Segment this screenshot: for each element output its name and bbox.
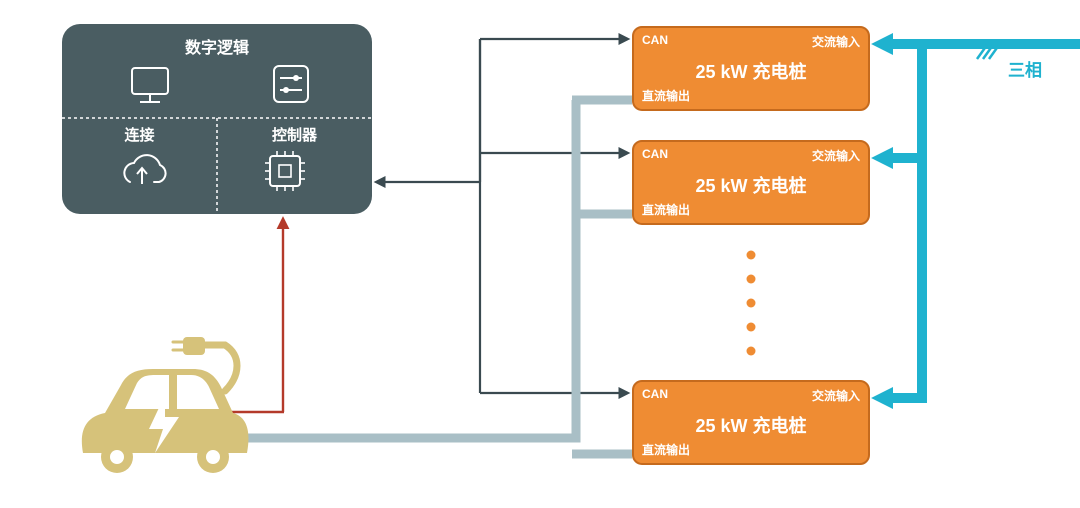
section-title-digital-logic: 数字逻辑 bbox=[62, 34, 372, 58]
three-phase-label: 三相 bbox=[1008, 56, 1042, 81]
charger-dcout-label: 直流输出 bbox=[642, 441, 690, 458]
charger-main-label: 25 kW 充电桩 bbox=[634, 412, 868, 438]
section-title-connectivity: 连接 bbox=[62, 124, 217, 145]
charger-acin-label: 交流输入 bbox=[812, 33, 860, 50]
charger-module-0: CAN 交流输入 25 kW 充电桩直流输出 bbox=[632, 26, 870, 111]
section-title-controller: 控制器 bbox=[217, 124, 372, 145]
charger-can-label: CAN bbox=[642, 387, 668, 401]
charger-acin-label: 交流输入 bbox=[812, 147, 860, 164]
charger-dcout-label: 直流输出 bbox=[642, 201, 690, 218]
charger-main-label: 25 kW 充电桩 bbox=[634, 58, 868, 84]
charger-dcout-label: 直流输出 bbox=[642, 87, 690, 104]
charger-can-label: CAN bbox=[642, 33, 668, 47]
charger-can-label: CAN bbox=[642, 147, 668, 161]
digital-logic-controller-box: 数字逻辑 连接 控制器 bbox=[62, 24, 372, 214]
charger-acin-label: 交流输入 bbox=[812, 387, 860, 404]
charger-main-label: 25 kW 充电桩 bbox=[634, 172, 868, 198]
charger-module-2: CAN 交流输入 25 kW 充电桩直流输出 bbox=[632, 380, 870, 465]
charger-module-1: CAN 交流输入 25 kW 充电桩直流输出 bbox=[632, 140, 870, 225]
ev-car-icon bbox=[65, 335, 265, 505]
